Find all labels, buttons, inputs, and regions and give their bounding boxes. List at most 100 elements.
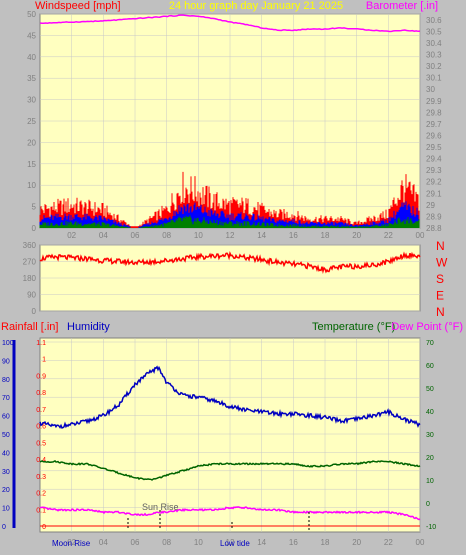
rainfall-tick: 1.1 [36, 340, 46, 347]
wind-time-tick: 16 [289, 231, 298, 240]
humidity-tick: 80 [2, 377, 10, 384]
humidity-tick: 30 [2, 469, 10, 476]
humidity-tick: 50 [2, 432, 10, 439]
humidity-time-tick: 02 [67, 538, 76, 547]
barometer-tick: 29.4 [426, 155, 442, 164]
barometer-label: Barometer [.in] [366, 0, 438, 12]
windspeed-tick: 30 [27, 96, 36, 105]
humidity-time-tick: 22 [384, 538, 393, 547]
compass-tick: W [436, 256, 448, 270]
humidity-time-tick: 08 [162, 538, 171, 547]
dewpoint-label: Dew Point (°F) [391, 321, 463, 333]
barometer-tick: 30.2 [426, 62, 442, 71]
direction-tick: 180 [23, 274, 37, 283]
direction-series [39, 251, 421, 274]
temperature-tick: 60 [426, 363, 434, 370]
windspeed-tick: 50 [27, 10, 36, 19]
windspeed-tick: 40 [27, 53, 36, 62]
rainfall-tick: 0.2 [36, 491, 46, 498]
barometer-axis: 28.8 28.9 29 29.1 29.2 29.3 29.4 29.5 29.6 29.7 29… [426, 16, 442, 233]
humidity-time-tick: 00 [416, 538, 425, 547]
direction-tick: 0 [32, 307, 37, 316]
direction-tick: 270 [23, 258, 37, 267]
humidity-time-tick: 04 [99, 538, 108, 547]
humidity-time-tick: 10 [194, 538, 203, 547]
rainfall-tick: 0.6 [36, 424, 46, 431]
temperature-tick: 40 [426, 409, 434, 416]
wind-time-tick: 20 [352, 231, 361, 240]
temperature-tick: 0 [426, 501, 430, 508]
rainfall-tick: 0.9 [36, 373, 46, 380]
barometer-tick: 29.1 [426, 189, 442, 198]
temperature-axis: -10 0 10 20 30 40 50 60 70 [426, 340, 436, 531]
temperature-tick: 20 [426, 455, 434, 462]
temperature-tick: 50 [426, 386, 434, 393]
wind-time-tick: 00 [416, 231, 425, 240]
temperature-tick: 70 [426, 340, 434, 347]
barometer-tick: 30.1 [426, 74, 442, 83]
rainfall-tick: 0 [42, 524, 46, 531]
humidity-tick: 60 [2, 414, 10, 421]
wind-time-tick: 08 [162, 231, 171, 240]
temperature-tick: 30 [426, 432, 434, 439]
rainfall-label: Rainfall [.in] [1, 321, 58, 333]
humidity-tick: 90 [2, 358, 10, 365]
humidity-temp-grid [40, 338, 421, 532]
wind-time-tick: 10 [194, 231, 203, 240]
rainfall-tick: 0.1 [36, 507, 46, 514]
rainfall-tick: 0.8 [36, 390, 46, 397]
wind-time-axis: 02 04 06 08 10 12 14 16 18 20 22 00 [67, 231, 425, 240]
humidity-time-tick: 18 [321, 538, 330, 547]
windspeed-tick: 10 [27, 181, 36, 190]
barometer-tick: 29.8 [426, 108, 442, 117]
rainfall-tick: 0.5 [36, 440, 46, 447]
moon-rise-label: Moon Rise [52, 539, 91, 548]
wind-time-tick: 02 [67, 231, 76, 240]
humidity-tick: 100 [2, 340, 14, 347]
humidity-axis: 0 10 20 30 40 50 60 70 80 90 100 [2, 340, 14, 531]
barometer-tick: 29.3 [426, 166, 442, 175]
barometer-tick: 30.3 [426, 50, 442, 59]
barometer-tick: 29.5 [426, 143, 442, 152]
barometer-tick: 29.9 [426, 97, 442, 106]
sun-rise-label: Sun Rise [142, 502, 179, 512]
temperature-tick: -10 [426, 524, 436, 531]
compass-tick: E [436, 289, 444, 303]
barometer-tick: 29.7 [426, 120, 442, 129]
windspeed-label: Windspeed [mph] [35, 0, 121, 12]
barometer-series [39, 14, 421, 33]
low-tide-label: Low tide [220, 539, 250, 548]
rainfall-tick: 0.7 [36, 407, 46, 414]
direction-tick: 90 [27, 291, 36, 300]
rainfall-tick: 1 [42, 357, 46, 364]
wind-time-tick: 18 [321, 231, 330, 240]
barometer-tick: 29.6 [426, 131, 442, 140]
windspeed-axis: 0 5 10 15 20 25 30 35 40 45 50 [27, 10, 36, 233]
wind-time-tick: 04 [99, 231, 108, 240]
humidity-time-tick: 12 [226, 538, 235, 547]
windspeed-tick: 0 [32, 224, 37, 233]
compass-tick: N [436, 305, 445, 319]
temperature-label: Temperature (°F) [312, 321, 395, 333]
chart-title: 24 hour graph day January 21 2025 [169, 0, 343, 12]
windspeed-tick: 25 [27, 117, 36, 126]
temperature-tick: 10 [426, 478, 434, 485]
humidity-time-axis: 02 04 06 08 10 12 14 16 18 20 22 00 [67, 538, 425, 547]
windspeed-tick: 15 [27, 160, 36, 169]
humidity-tick: 0 [2, 524, 6, 531]
barometer-tick: 30 [426, 85, 435, 94]
humidity-time-tick: 20 [352, 538, 361, 547]
barometer-tick: 30.4 [426, 39, 442, 48]
windspeed-tick: 45 [27, 31, 36, 40]
windspeed-tick: 5 [32, 203, 37, 212]
compass-tick: N [436, 239, 445, 253]
windspeed-tick: 35 [27, 74, 36, 83]
direction-degree-axis: 0 90 180 270 360 [23, 241, 37, 316]
barometer-tick: 30.5 [426, 27, 442, 36]
direction-tick: 360 [23, 241, 37, 250]
barometer-tick: 28.9 [426, 212, 442, 221]
humidity-time-tick: 16 [289, 538, 298, 547]
windspeed-tick: 20 [27, 138, 36, 147]
